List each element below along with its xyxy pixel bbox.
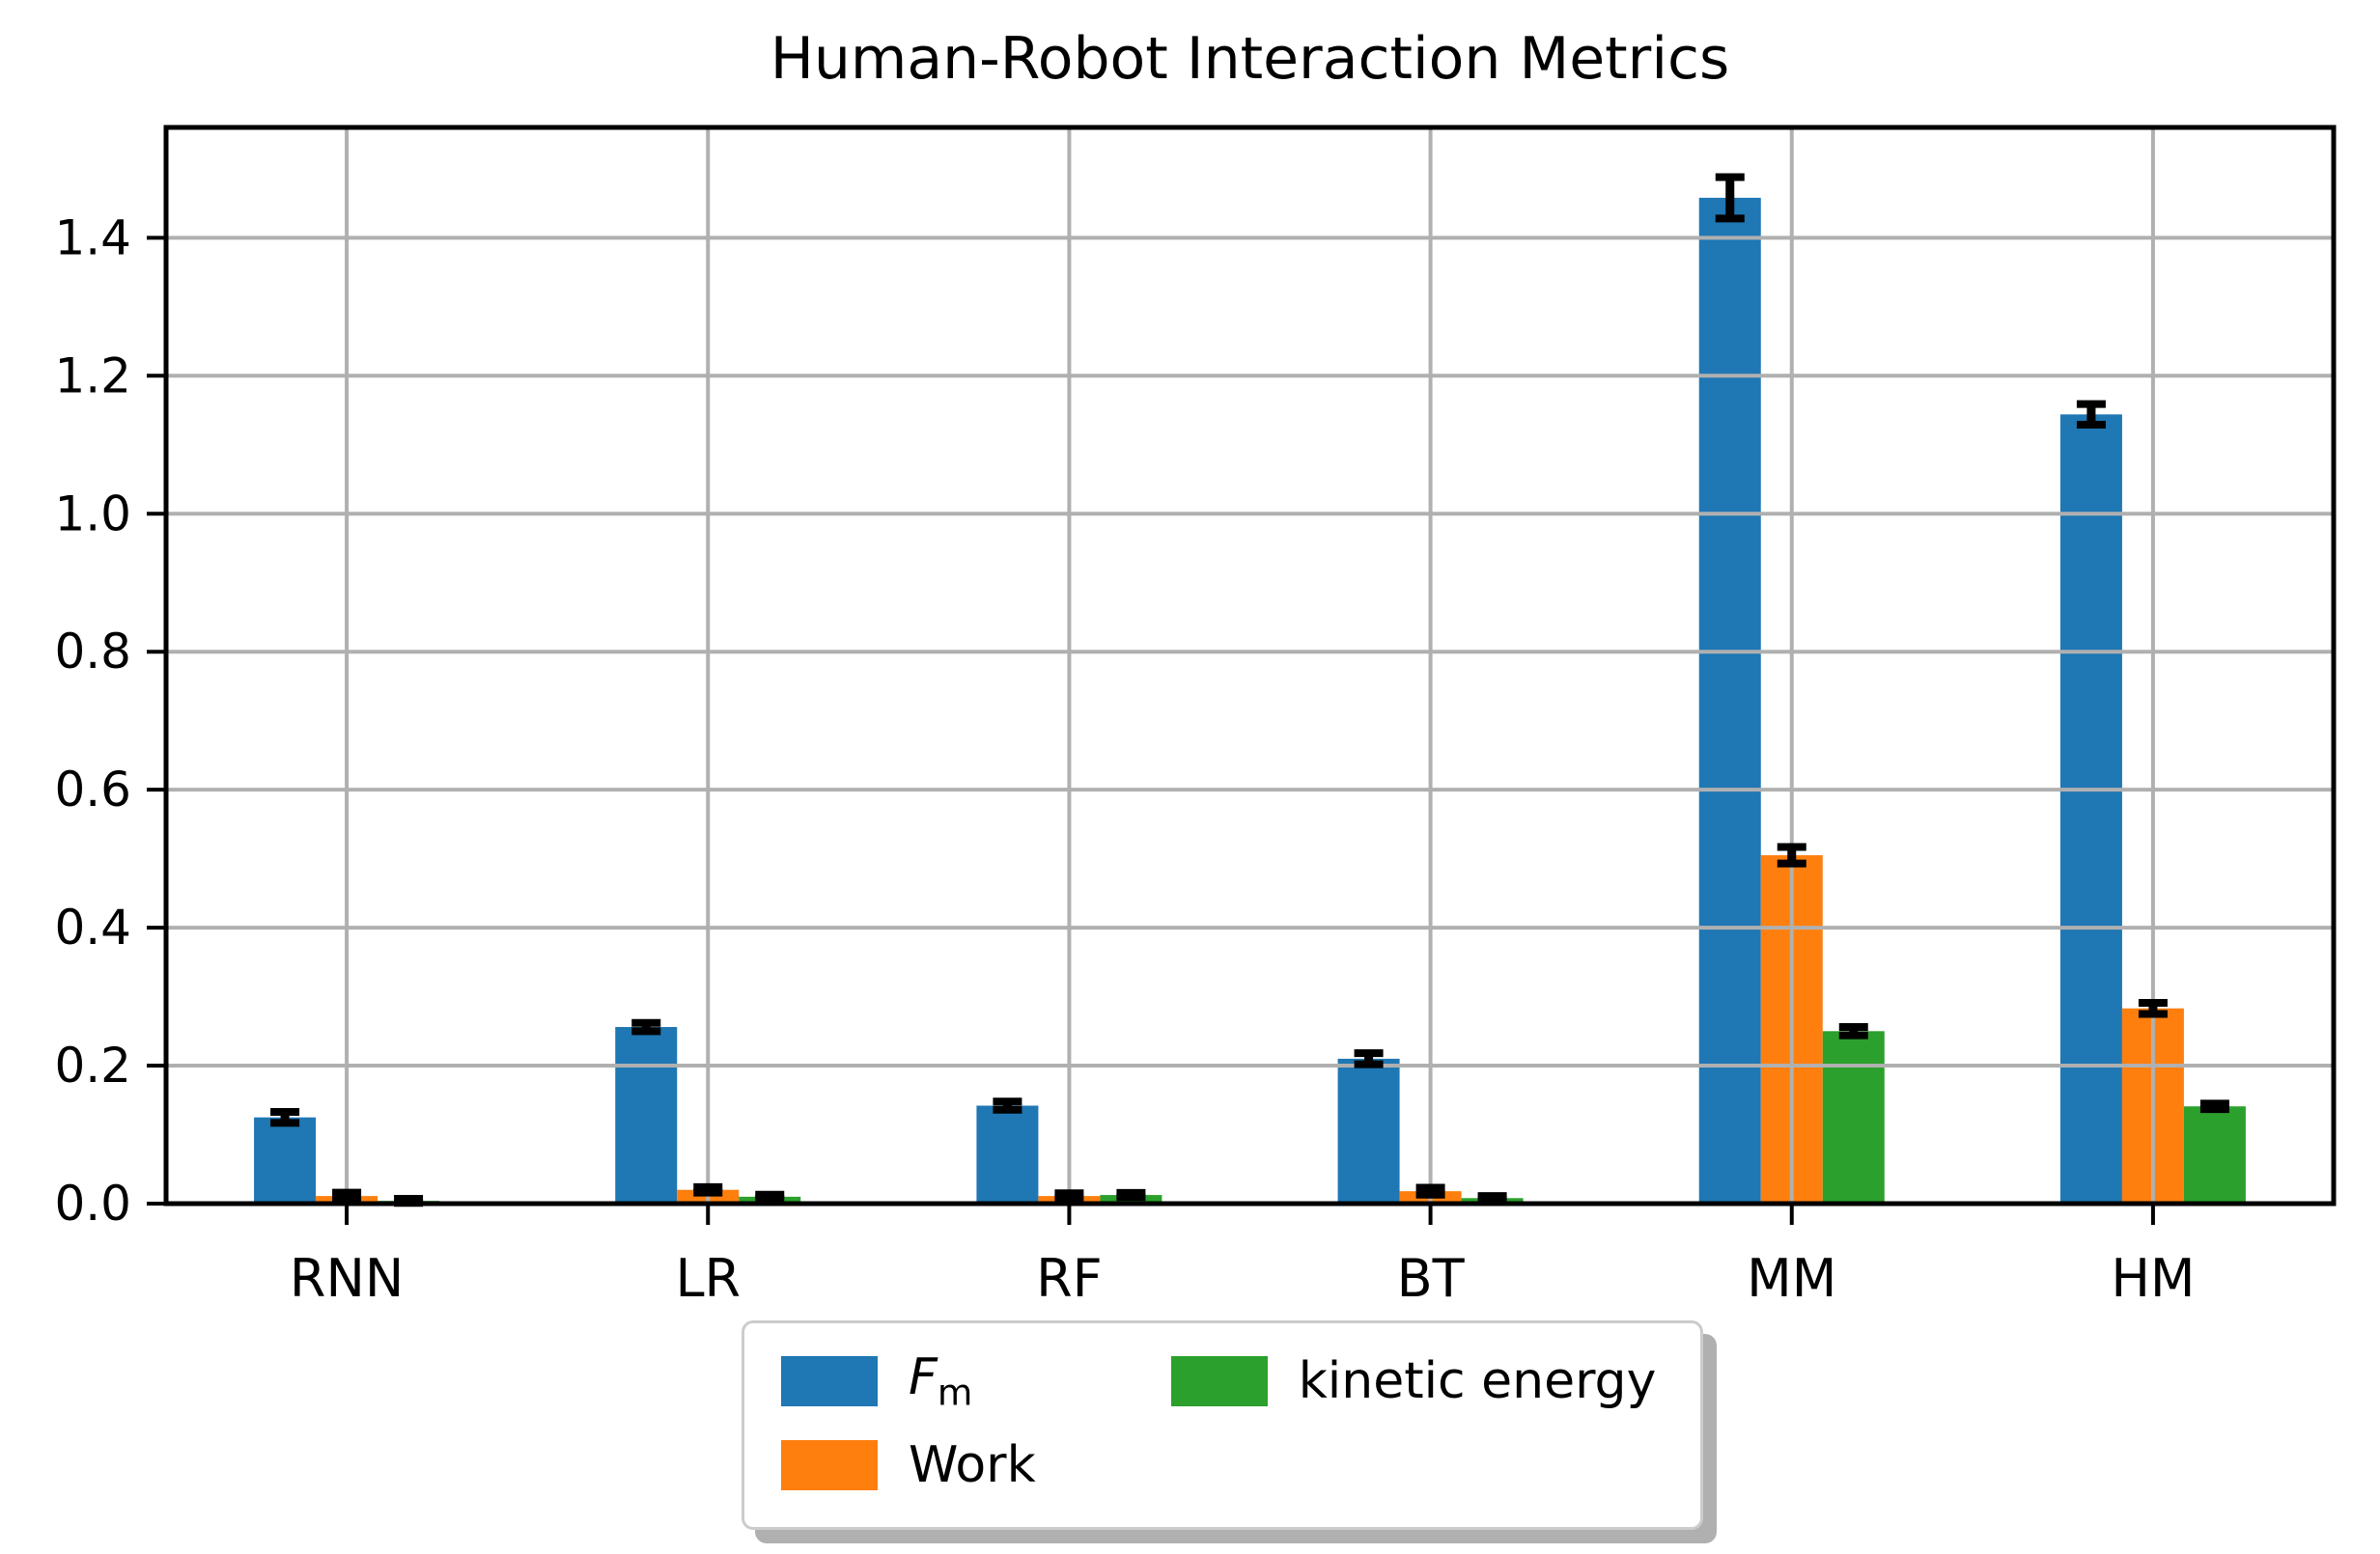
y-tick-label: 1.4 (54, 209, 131, 265)
legend-swatch (781, 1355, 878, 1406)
bar-hm-kinetic-energy (2183, 1106, 2246, 1204)
y-tick-label: 1.2 (54, 347, 131, 403)
bar-rnn-fm (254, 1117, 317, 1204)
legend-entry: Fm (781, 1348, 1036, 1413)
x-tick-label: RF (1036, 1248, 1103, 1309)
legend-swatch (781, 1440, 878, 1491)
y-tick-label: 0.0 (54, 1176, 131, 1232)
y-tick-label: 0.6 (54, 762, 131, 818)
legend-entry: Work (781, 1436, 1036, 1494)
x-tick-label: MM (1747, 1248, 1836, 1309)
y-tick-label: 1.0 (54, 486, 131, 541)
legend-label: kinetic energy (1298, 1351, 1657, 1410)
legend-label: Work (909, 1436, 1036, 1495)
bar-lr-fm (615, 1027, 678, 1204)
legend-entry: kinetic energy (1170, 1351, 1657, 1410)
x-tick-label: HM (2111, 1248, 2195, 1309)
bar-mm-fm (1698, 197, 1761, 1205)
legend-label: Fm (909, 1348, 973, 1414)
y-tick-label: 0.4 (54, 900, 131, 956)
x-tick-label: LR (675, 1248, 741, 1309)
legend-swatch (1170, 1355, 1268, 1406)
legend: Fm Work kinetic energy (742, 1320, 1704, 1531)
bar-hm-fm (2059, 414, 2122, 1204)
bar-mm-kinetic-energy (1822, 1031, 1885, 1204)
chart-title: Human-Robot Interaction Metrics (770, 25, 1730, 93)
x-tick-label: BT (1397, 1248, 1466, 1309)
x-tick-label: RNN (290, 1248, 404, 1309)
y-tick-label: 0.2 (54, 1038, 131, 1094)
plot-border (163, 125, 2337, 1207)
bar-bt-fm (1337, 1058, 1400, 1204)
y-tick-label: 0.8 (54, 624, 131, 680)
bar-rf-fm (976, 1105, 1039, 1204)
